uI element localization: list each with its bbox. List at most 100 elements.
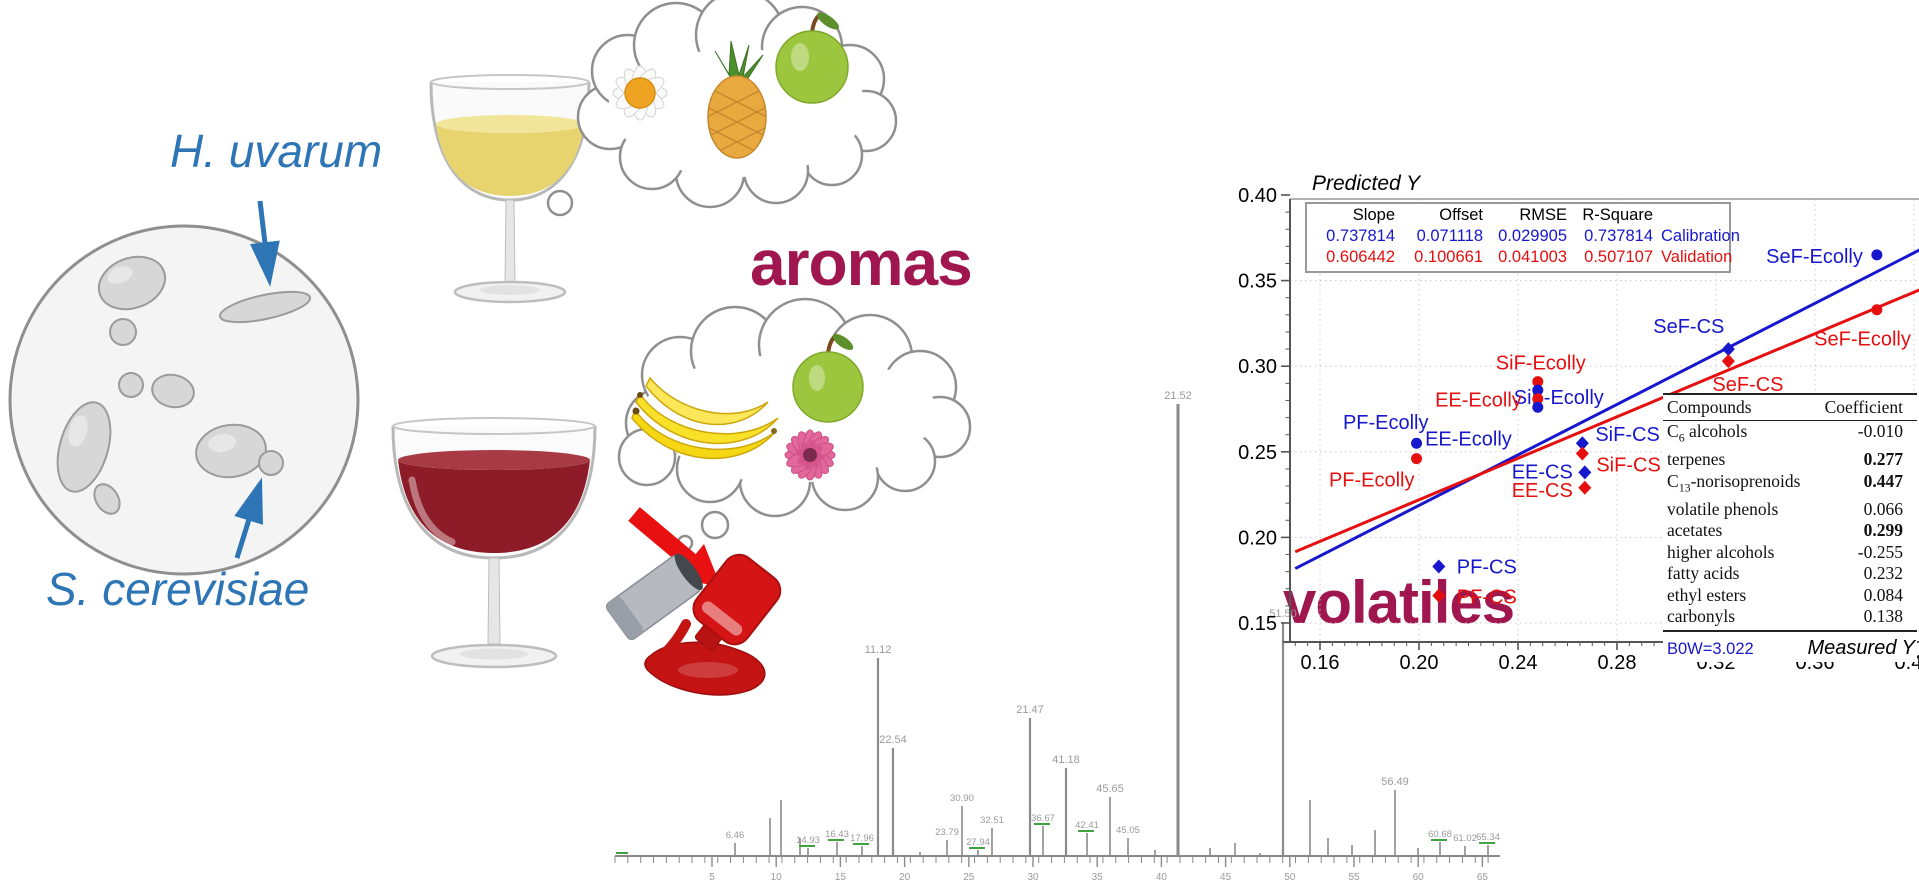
peak-retention-label: 30.90 — [950, 793, 974, 804]
peak-retention-label: 16.43 — [825, 829, 849, 840]
time-axis-number: 45 — [1220, 872, 1232, 883]
white-wine — [436, 124, 584, 196]
stats-row-calibration: 0.737814 0.071118 0.029905 0.737814 Calibrat… — [1326, 227, 1740, 245]
scatter-point — [1432, 559, 1446, 574]
coefficients-table: Compounds Coefficient C6 alcohols -0.010 t… — [1663, 393, 1917, 662]
coefficient-row: terpenes 0.277 — [1667, 449, 1903, 469]
scatter-point — [1411, 453, 1423, 465]
y-axis-title: Predicted Y — [1312, 172, 1421, 195]
coefficient-row: carbonyls 0.138 — [1667, 606, 1903, 626]
scatter-point — [1532, 401, 1544, 413]
thought-bubble-bottom — [617, 297, 972, 552]
peak-retention-label: 60.68 — [1428, 829, 1452, 840]
peak-retention-label: 61.02 — [1453, 833, 1477, 844]
white-wine-glass-illustration — [429, 74, 591, 304]
scatter-point — [1721, 354, 1735, 369]
peak-retention-label: 14.93 — [796, 835, 820, 846]
peak-retention-label: 6.46 — [726, 830, 745, 841]
scatter-point — [1432, 588, 1446, 603]
peak-retention-label: 42.41 — [1075, 820, 1099, 831]
scatter-point — [1532, 376, 1544, 388]
coefficient-row: C13-norisoprenoids 0.447 — [1667, 470, 1903, 495]
regression-line-calibration — [1294, 248, 1919, 570]
y-tick-label: 0.20 — [1238, 527, 1277, 549]
scatter-point-label: PF-CS — [1457, 587, 1517, 609]
y-tick-label: 0.40 — [1238, 185, 1277, 207]
scatter-point — [1721, 342, 1735, 357]
scatter-point-label: SeF-Ecolly — [1814, 329, 1911, 351]
scatter-point-label: SiF-Ecolly — [1496, 353, 1586, 375]
scatter-point-label: SiF-CS — [1595, 424, 1659, 446]
time-axis-number: 25 — [963, 872, 975, 883]
s-cerevisiae-arrow — [234, 477, 263, 559]
coefficient-row: ethyl esters 0.084 — [1667, 584, 1903, 605]
scatter-point — [1578, 465, 1592, 480]
bananas-icon — [631, 376, 779, 460]
volatiles-title: volatiles — [1283, 569, 1515, 636]
scatter-point-label: SiF-CS — [1596, 455, 1660, 477]
time-axis-number: 40 — [1156, 872, 1168, 883]
peak-retention-label: 32.51 — [980, 815, 1004, 826]
yeast-cell-group — [56, 255, 312, 515]
peak-retention-label: 45.05 — [1116, 825, 1140, 836]
scatter-point-label: SeF-CS — [1653, 316, 1724, 338]
y-tick-label: 0.35 — [1238, 271, 1277, 293]
scatter-point — [1575, 436, 1589, 451]
scatter-point — [1532, 384, 1544, 396]
h-uvarum-arrow — [249, 200, 280, 287]
x-tick-label: 0.16 — [1301, 652, 1340, 674]
scatter-point — [1532, 393, 1544, 405]
calibration-stats-box: Slope Offset RMSE R-Square 0.737814 0.071118 0… — [1305, 202, 1740, 273]
aromas-title: aromas — [750, 227, 973, 299]
time-axis-number: 65 — [1477, 872, 1489, 883]
x-tick-label: 0.28 — [1598, 652, 1637, 674]
scatter-point-label: EE-CS — [1512, 480, 1573, 502]
yeast-cell — [151, 373, 195, 409]
coefficients-table-header: Compounds Coefficient — [1663, 393, 1917, 421]
stats-header-row: Slope Offset RMSE R-Square — [1352, 206, 1653, 224]
yeast-cell — [118, 372, 144, 398]
time-axis-number: 30 — [1027, 872, 1039, 883]
red-wine-glass-illustration — [391, 417, 597, 669]
peak-retention-label: 65.34 — [1476, 832, 1500, 843]
h-uvarum-label: H. uvarum — [170, 125, 383, 177]
peak-retention-label: 17.96 — [850, 833, 874, 844]
time-axis-number: 60 — [1413, 872, 1425, 883]
x-axis-title: Measured Y — [1807, 636, 1915, 659]
scatter-point-label: SiF-Ecolly — [1514, 387, 1604, 409]
y-tick-label: 0.15 — [1238, 613, 1277, 635]
scatter-point-label: PF-CS — [1457, 557, 1517, 579]
scatter-point — [1411, 437, 1423, 449]
thought-tail-bubble — [546, 189, 574, 217]
scatter-point — [1871, 304, 1883, 316]
polish-cap — [605, 553, 703, 641]
bow-value: B0W=3.022 — [1667, 639, 1754, 658]
scatter-point — [1575, 446, 1589, 461]
y-tick-label: 0.30 — [1238, 356, 1277, 378]
scatter-point-label: EE-Ecolly — [1435, 390, 1522, 412]
time-axis-number: 50 — [1284, 872, 1296, 883]
yeast-cell-apiculate — [218, 290, 312, 324]
thought-bubble-top — [546, 0, 898, 217]
nail-polish-illustration — [605, 553, 782, 696]
peak-retention-label: 21.52 — [1164, 390, 1192, 402]
scatter-point-label: SeF-Ecolly — [1766, 246, 1863, 268]
scatter-point-label: PF-Ecolly — [1343, 412, 1429, 434]
peak-retention-label: 36.67 — [1031, 813, 1055, 824]
regression-line-validation — [1294, 288, 1919, 554]
compounds-header: Compounds — [1667, 397, 1752, 417]
yeast-cell — [93, 483, 121, 515]
scatter-point — [1578, 480, 1592, 495]
yeast-cells-illustration — [8, 200, 360, 576]
peak-retention-label: 22.54 — [879, 734, 907, 746]
stats-row-validation: 0.606442 0.100661 0.041003 0.507107 Validati… — [1326, 248, 1733, 266]
coefficient-row: fatty acids 0.232 — [1667, 563, 1903, 583]
s-cerevisiae-label: S. cerevisiae — [46, 563, 310, 615]
peak-retention-label: 27.94 — [966, 837, 990, 848]
scatter-point — [1871, 249, 1883, 261]
time-axis-number: 55 — [1348, 872, 1360, 883]
yeast-cell-bud — [258, 450, 284, 476]
coefficient-row: volatile phenols 0.066 — [1667, 498, 1903, 519]
coefficient-row: C6 alcohols -0.010 — [1667, 421, 1903, 445]
